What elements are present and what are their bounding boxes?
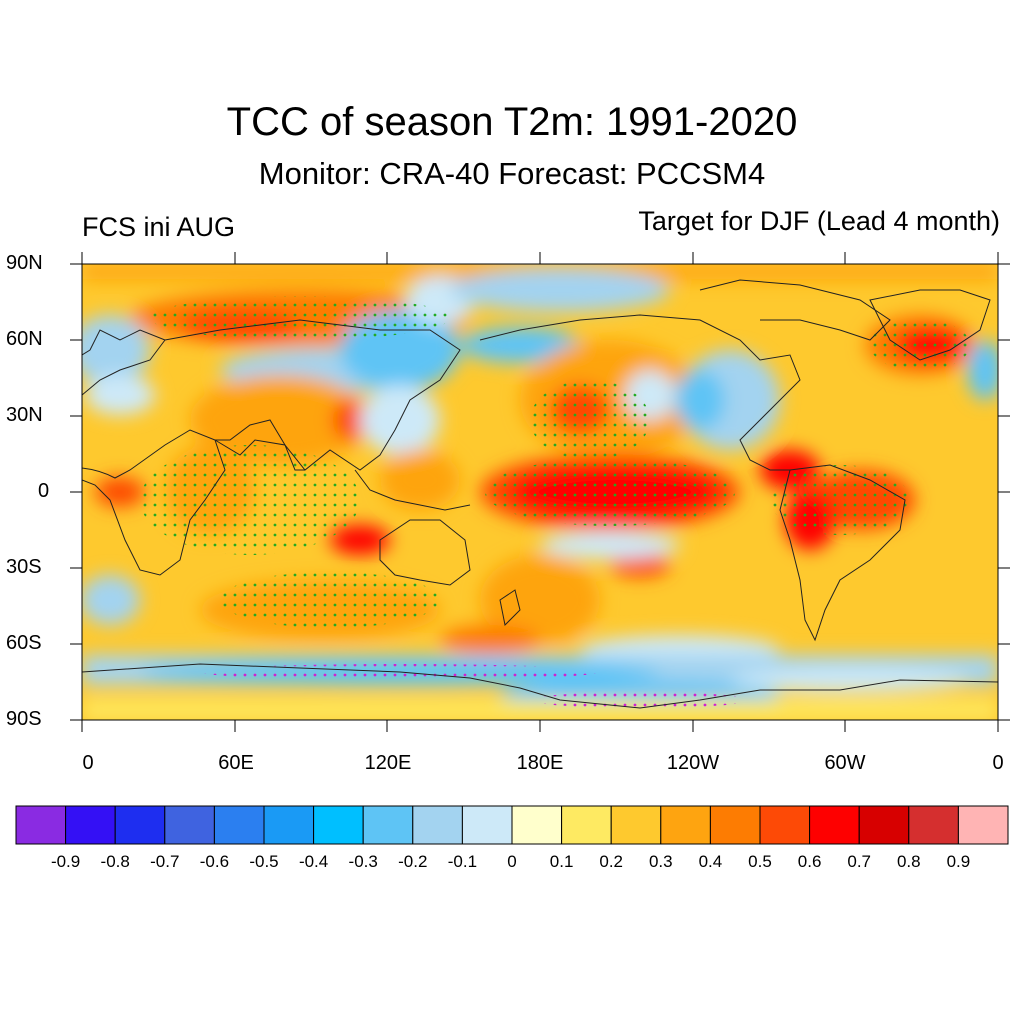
colorbar-swatch: [164, 805, 215, 845]
colorbar-swatch: [15, 805, 67, 845]
y-tick-label-30s: 30S: [6, 556, 42, 578]
colorbar-label: -0.9: [50, 852, 81, 871]
significance-dots-enso: [485, 458, 735, 526]
colorbar-label: 0.9: [946, 852, 971, 871]
colorbar-swatch: [858, 805, 910, 845]
coastlines: [82, 279, 998, 709]
colorbar-label: -0.5: [249, 852, 279, 871]
map-field: [82, 264, 998, 720]
significance-dots-indian-ocean: [140, 445, 360, 555]
significance-dots-eurasia: [150, 296, 450, 340]
significance-dots-south: [220, 572, 440, 628]
x-tick-label-60e: 60E: [218, 752, 254, 774]
colorbar-label: -0.6: [199, 852, 230, 871]
colorbar-swatch: [809, 805, 860, 845]
y-tick-label-60n: 60N: [6, 328, 43, 350]
colorbar-label: 0.3: [648, 852, 673, 871]
init-label: FCS ini AUG: [82, 212, 236, 242]
colorbar-swatch: [263, 805, 315, 845]
significance-dots-greenland: [870, 319, 970, 371]
colorbar-label: 0.1: [549, 852, 574, 871]
colorbar-label: -0.4: [298, 852, 329, 871]
colorbar-swatch: [213, 805, 265, 845]
map-ticks: [70, 252, 1010, 732]
y-tick-label-0: 0: [38, 480, 50, 502]
colorbar-swatch: [709, 805, 761, 845]
colorbar-label: 0.5: [748, 852, 772, 871]
y-tick-label-30n: 30N: [6, 404, 43, 426]
colorbar-label: 0: [507, 852, 517, 871]
colorbar-swatch: [511, 805, 563, 845]
colorbar-label: 0.8: [896, 852, 921, 871]
colorbar-swatch: [114, 805, 166, 845]
colorbar-label: -0.8: [100, 852, 130, 871]
significance-dots-negative-2: [530, 692, 750, 708]
y-tick-label-90n: 90N: [6, 252, 43, 274]
colorbar-label: -0.3: [348, 852, 378, 871]
significance-dots-north-pacific: [530, 380, 650, 460]
y-tick-label-90s: 90S: [6, 708, 42, 730]
colorbar-swatch: [957, 805, 1009, 845]
colorbar-swatch: [561, 805, 612, 845]
x-tick-label-120w: 120W: [666, 752, 720, 774]
chart-subtitle: Monitor: CRA-40 Forecast: PCCSM4: [258, 156, 766, 191]
colorbar-label: 0.6: [797, 852, 822, 871]
colorbar-label: 0.7: [847, 852, 871, 871]
x-tick-label-0-end: 0: [992, 752, 1004, 774]
colorbar-swatch: [660, 805, 711, 845]
colorbar-swatch: [461, 805, 513, 845]
target-label: Target for DJF (Lead 4 month): [638, 206, 1000, 236]
chart-title: TCC of season T2m: 1991-2020: [226, 100, 798, 144]
colorbar-swatch: [759, 805, 811, 845]
x-tick-label-180e: 180E: [516, 752, 564, 774]
x-tick-label-60w: 60W: [824, 752, 866, 774]
significance-dots-americas: [770, 465, 910, 535]
y-tick-label-60s: 60S: [6, 632, 42, 654]
colorbar-label: -0.2: [398, 852, 428, 871]
colorbar-label: 0.2: [599, 852, 623, 871]
x-tick-label-120e: 120E: [364, 752, 412, 774]
colorbar-label: -0.7: [150, 852, 180, 871]
colorbar: [15, 805, 1009, 845]
colorbar-swatch: [412, 805, 463, 845]
colorbar-swatch: [908, 805, 959, 845]
colorbar-swatch: [362, 805, 414, 845]
colorbar-swatch: [313, 805, 364, 845]
colorbar-swatch: [65, 805, 116, 845]
colorbar-label: 0.4: [698, 852, 723, 871]
x-tick-label-0: 0: [82, 752, 94, 774]
colorbar-swatch: [610, 805, 662, 845]
colorbar-label: -0.1: [447, 852, 478, 871]
